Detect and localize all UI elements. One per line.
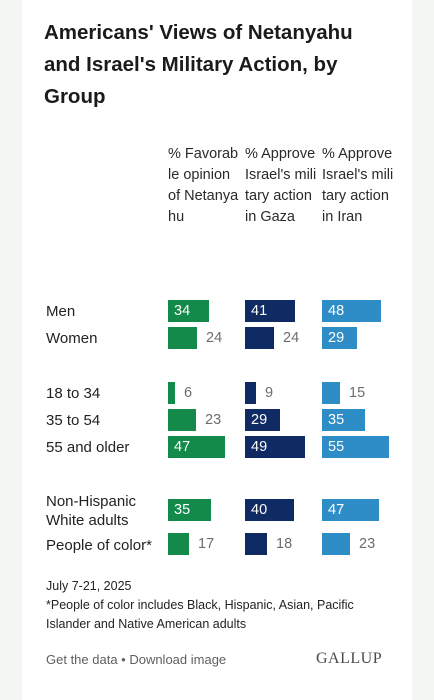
bar-s1-r2: [168, 327, 197, 349]
row-label-5: 55 and older: [46, 439, 130, 456]
footnote: *People of color includes Black, Hispani…: [46, 598, 354, 631]
footer-links[interactable]: Get the data • Download image: [46, 652, 227, 667]
value-label-s2-r6: 40: [251, 502, 268, 518]
value-label-s2-r3: 9: [265, 385, 274, 401]
bar-s2-r1: [245, 300, 295, 322]
value-label-s1-r1: 34: [174, 303, 191, 319]
bar-s3-r4: [322, 409, 365, 431]
row-label-2: Women: [46, 330, 98, 347]
bar-s1-r6: [168, 499, 211, 521]
bar-s2-r4: [245, 409, 280, 431]
row-label-3: 18 to 34: [46, 385, 101, 402]
bar-s2-r5: [245, 436, 305, 458]
value-label-s1-r2: 24: [206, 330, 223, 346]
bar-s1-r7: [168, 533, 189, 555]
column-header-3: % Approve Israel's military action in Ir…: [322, 146, 394, 225]
value-label-s1-r6: 35: [174, 502, 191, 518]
bar-s3-r5: [322, 436, 389, 458]
value-label-s3-r3: 15: [349, 385, 366, 401]
row-label-7: People of color*: [46, 537, 152, 554]
value-label-s3-r6: 47: [328, 502, 345, 518]
bar-s2-r2: [245, 327, 274, 349]
bar-s1-r4: [168, 409, 196, 431]
value-label-s1-r7: 17: [198, 536, 215, 552]
row-label-1: Men: [46, 303, 76, 320]
value-label-s1-r5: 47: [174, 439, 191, 455]
value-label-s2-r1: 41: [251, 303, 268, 319]
chart-title: Americans' Views of Netanyahu and Israel…: [44, 21, 353, 108]
bar-s2-r3: [245, 382, 256, 404]
value-label-s2-r2: 24: [283, 330, 300, 346]
value-label-s3-r4: 35: [328, 412, 345, 428]
value-label-s1-r4: 23: [205, 412, 222, 428]
bar-s2-r7: [245, 533, 267, 555]
bar-s3-r1: [322, 300, 381, 322]
value-label-s2-r7: 18: [276, 536, 293, 552]
column-header-1: % Favorable opinion of Netanyahu: [168, 146, 239, 225]
bar-s3-r3: [322, 382, 340, 404]
bar-s1-r3: [168, 382, 175, 404]
survey-date: July 7-21, 2025: [46, 579, 132, 593]
bar-s1-r1: [168, 300, 209, 322]
bar-s3-r2: [322, 327, 357, 349]
value-label-s2-r4: 29: [251, 412, 268, 428]
bar-s2-r6: [245, 499, 294, 521]
bar-s1-r5: [168, 436, 225, 458]
row-label-4: 35 to 54: [46, 412, 101, 429]
chart-panel: [22, 0, 412, 700]
value-label-s3-r1: 48: [328, 303, 345, 319]
value-label-s3-r7: 23: [359, 536, 376, 552]
row-label-6: Non-Hispanic White adults: [46, 493, 137, 529]
bar-s3-r6: [322, 499, 379, 521]
gallup-logo: GALLUP: [316, 650, 383, 667]
bar-s3-r7: [322, 533, 350, 555]
column-header-2: % Approve Israel's military action in Ga…: [245, 146, 317, 225]
value-label-s2-r5: 49: [251, 439, 268, 455]
value-label-s1-r3: 6: [184, 385, 193, 401]
value-label-s3-r5: 55: [328, 439, 345, 455]
value-label-s3-r2: 29: [328, 330, 345, 346]
